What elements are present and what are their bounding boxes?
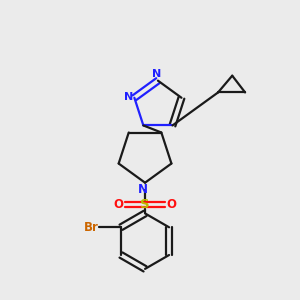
Text: N: N	[124, 92, 133, 102]
Text: S: S	[140, 198, 150, 211]
Text: N: N	[138, 183, 148, 196]
Text: Br: Br	[84, 221, 99, 234]
Text: O: O	[167, 198, 177, 211]
Text: O: O	[113, 198, 123, 211]
Text: N: N	[152, 69, 162, 79]
